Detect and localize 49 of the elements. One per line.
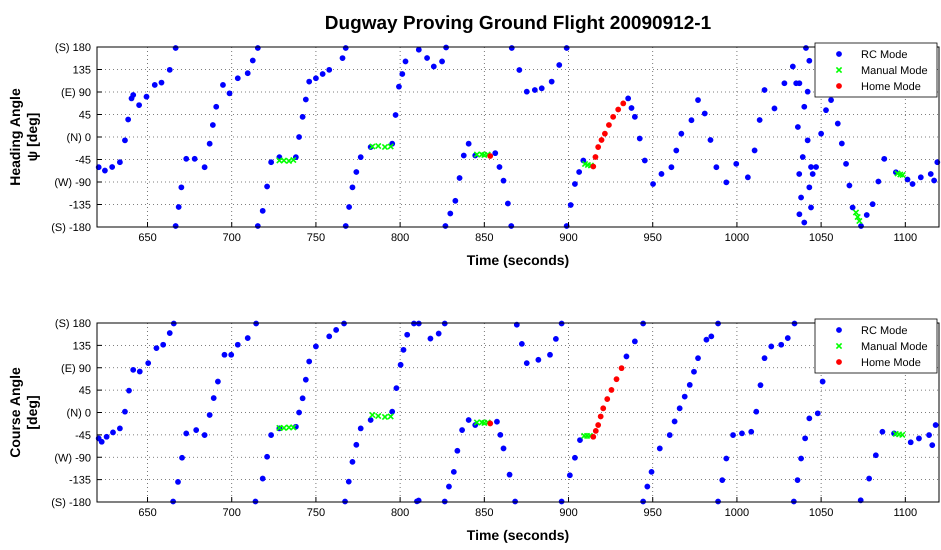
x-tick-label: 1100: [893, 232, 918, 244]
chart-title: Dugway Proving Ground Flight 20090912-1: [324, 13, 712, 34]
y-tick-label: -45: [75, 154, 91, 166]
y-tick-label: 45: [78, 385, 91, 398]
y-tick-label: (E) 90: [61, 87, 91, 99]
y-tick-label: 45: [78, 110, 91, 122]
y-tick-label: -45: [75, 430, 91, 442]
y-axis-title: Heading Angle ψ [deg]: [7, 88, 40, 186]
x-tick-label: 800: [390, 232, 410, 244]
y-tick-label: 135: [72, 340, 91, 352]
y-tick-label: (N) 0: [66, 408, 91, 420]
legend-label: RC Mode: [861, 325, 908, 337]
x-tick-label: 850: [475, 232, 494, 244]
y-tick-label: (W) -90: [54, 177, 91, 189]
x-tick-label: 1050: [808, 232, 834, 244]
legend-label: RC Mode: [861, 49, 908, 61]
x-tick-label: 900: [559, 232, 578, 244]
legend-label: Manual Mode: [861, 65, 928, 77]
x-tick-label: 950: [644, 232, 662, 244]
x-tick-label: 650: [138, 232, 157, 244]
legend-label: Home Mode: [861, 81, 921, 93]
x-tick-label: 1000: [724, 507, 750, 519]
x-tick-label: 650: [138, 507, 157, 519]
x-tick-label: 750: [306, 232, 326, 244]
y-tick-label: (E) 90: [61, 362, 91, 375]
x-tick-label: 1000: [724, 232, 750, 244]
y-tick-label: (S) 180: [54, 318, 91, 330]
x-axis-title: Time (seconds): [466, 252, 570, 268]
y-tick-label: -135: [68, 474, 91, 487]
x-tick-label: 800: [390, 507, 410, 519]
x-tick-label: 1050: [808, 507, 834, 519]
legend-label: Home Mode: [861, 357, 921, 369]
x-tick-label: 700: [222, 507, 241, 519]
x-tick-label: 900: [559, 507, 578, 519]
x-tick-label: 950: [644, 507, 662, 519]
x-tick-label: 850: [475, 507, 494, 519]
x-tick-label: 750: [306, 507, 326, 519]
y-tick-label: (W) -90: [54, 452, 91, 464]
y-tick-label: (S) -180: [51, 222, 91, 234]
x-tick-label: 1100: [893, 507, 918, 519]
y-tick-label: -135: [68, 200, 91, 212]
y-tick-label: 135: [72, 64, 91, 76]
x-axis-title: Time (seconds): [466, 527, 570, 543]
x-tick-label: 700: [222, 232, 241, 244]
y-axis-title: Course Angle [deg]: [7, 367, 40, 458]
y-tick-label: (N) 0: [66, 132, 91, 144]
y-tick-label: (S) -180: [51, 497, 91, 509]
legend-label: Manual Mode: [861, 341, 928, 353]
y-tick-label: (S) 180: [54, 42, 91, 54]
